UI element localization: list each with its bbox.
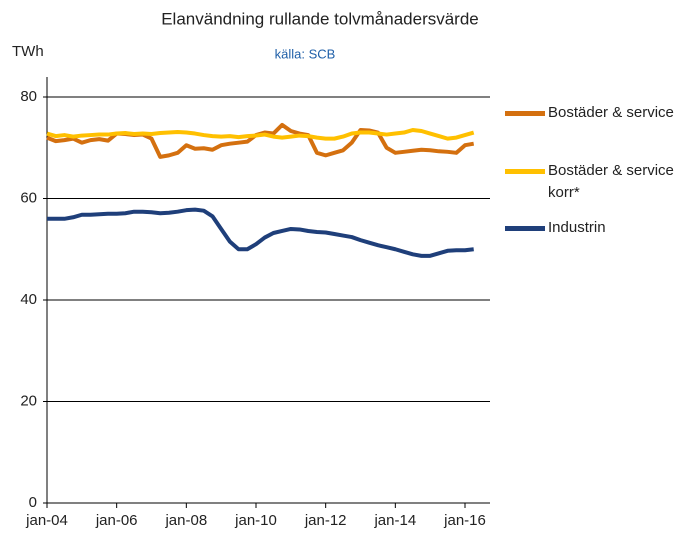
x-tick-label: jan-08 [164, 512, 207, 529]
x-tick-label: jan-12 [304, 512, 347, 529]
legend-label: Bostäder & service [548, 104, 674, 121]
chart-subtitle: källa: SCB [275, 46, 336, 61]
legend-label: Industrin [548, 219, 606, 236]
legend-swatch [505, 226, 545, 231]
legend-swatch [505, 169, 545, 174]
line-series [46, 127, 475, 141]
x-tick-label: jan-04 [25, 512, 68, 529]
x-tick-label: jan-10 [234, 512, 277, 529]
x-tick-label: jan-16 [443, 512, 486, 529]
line-series [47, 207, 474, 258]
chart-title: Elanvändning rullande tolvmånadersvärde [161, 9, 479, 28]
x-tick-label: jan-06 [95, 512, 138, 529]
y-tick-label: 60 [20, 189, 37, 206]
legend-item: Industrin [505, 217, 690, 239]
legend-label: Bostäder & service korr* [548, 162, 674, 201]
legend-item: Bostäder & service [505, 102, 690, 124]
y-tick-label: 80 [20, 88, 37, 105]
y-tick-label: 20 [20, 392, 37, 409]
legend-item: Bostäder & service korr* [505, 160, 690, 204]
y-tick-label: 40 [20, 291, 37, 308]
x-tick-label: jan-14 [373, 512, 416, 529]
y-tick-label: 0 [29, 494, 37, 511]
y-axis-label: TWh [12, 43, 44, 60]
legend-swatch [505, 111, 545, 116]
